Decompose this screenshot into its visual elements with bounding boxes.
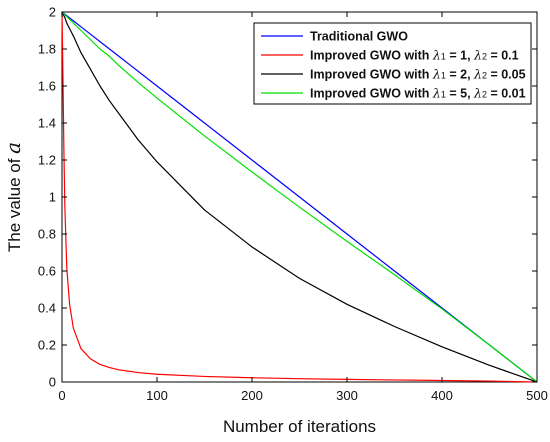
y-tick-label: 1.6 (38, 79, 56, 94)
x-tick-label: 100 (146, 388, 168, 403)
x-tick-label: 0 (58, 388, 65, 403)
y-axis-label: The value of a (1, 142, 25, 252)
x-tick-label: 200 (241, 388, 263, 403)
x-tick-label: 300 (336, 388, 358, 403)
y-tick-label: 0.6 (38, 264, 56, 279)
y-tick-label: 0.2 (38, 338, 56, 353)
legend-label-1: Traditional GWO (310, 30, 408, 44)
x-tick-label: 500 (526, 388, 548, 403)
legend-label-2: Improved GWO with λ1 = 1, λ2 = 0.1 (310, 48, 519, 63)
series-line-4 (61, 11, 538, 383)
series-line-3 (61, 11, 538, 383)
legend-label-3: Improved GWO with λ1 = 2, λ2 = 0.05 (310, 67, 526, 82)
y-tick-label: 0 (49, 375, 56, 390)
y-tick-label: 1.2 (38, 153, 56, 168)
y-tick-label: 1.8 (38, 42, 56, 57)
x-tick-label: 400 (431, 388, 453, 403)
legend-label-4: Improved GWO with λ1 = 5, λ2 = 0.01 (310, 86, 526, 101)
y-axis-label-prefix: The value of (5, 154, 24, 252)
y-tick-label: 1 (49, 190, 56, 205)
y-axis-label-symbol: a (1, 142, 25, 154)
y-tick-label: 1.4 (38, 116, 56, 131)
series-line-2 (61, 11, 538, 383)
series-layer (61, 11, 538, 383)
tick-layer: 0 100 200 300 400 500 0 0.2 0.4 0.6 0.8 1 1.2 1.4 1.6 1… (38, 5, 548, 404)
y-tick-label: 0.4 (38, 301, 56, 316)
y-tick-label: 0.8 (38, 227, 56, 242)
legend: Traditional GWO Improved GWO with λ1 = 1,… (253, 22, 532, 105)
x-axis-label: Number of iterations (223, 417, 376, 436)
y-tick-label: 2 (49, 5, 56, 20)
